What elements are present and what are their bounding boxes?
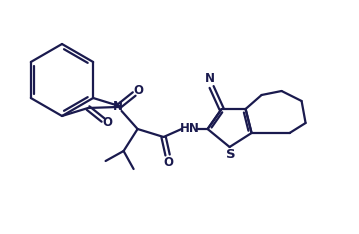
- Text: O: O: [102, 117, 112, 129]
- Text: O: O: [164, 156, 174, 168]
- Text: O: O: [133, 84, 143, 98]
- Text: N: N: [205, 73, 215, 85]
- Text: N: N: [113, 100, 122, 113]
- Text: HN: HN: [180, 121, 200, 135]
- Text: S: S: [226, 147, 236, 161]
